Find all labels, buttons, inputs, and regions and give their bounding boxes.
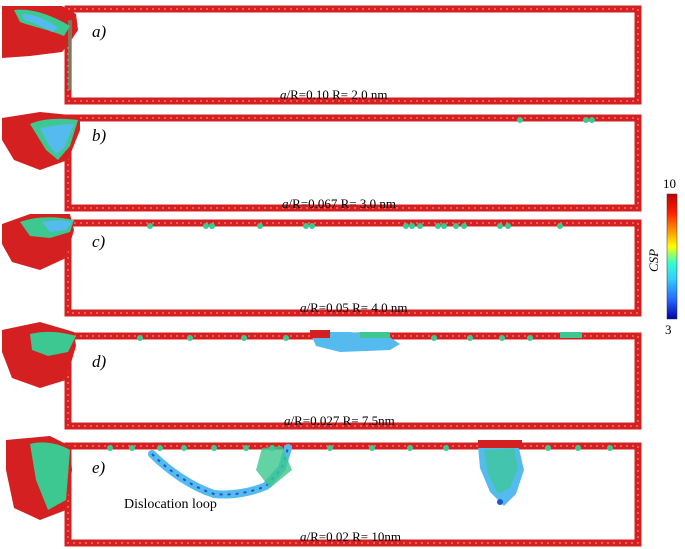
panel-caption-a: a/R=0.10 R= 2.0 nm xyxy=(280,87,388,102)
panel-tag-b: b) xyxy=(92,126,107,145)
panel-caption-e: a/R=0.02 R= 10nm xyxy=(300,529,401,544)
colorbar-min-label: 3 xyxy=(665,322,672,337)
panel-tag-a: a) xyxy=(92,22,107,41)
colorbar-max-label: 10 xyxy=(663,176,676,191)
panel-c xyxy=(2,214,642,317)
panel-a xyxy=(2,5,642,105)
indenter-region-d xyxy=(2,322,76,388)
panel-b xyxy=(2,112,642,212)
dislocation-loop-label: Dislocation loop xyxy=(124,497,217,512)
colorbar xyxy=(666,193,678,320)
panel-d xyxy=(2,322,642,430)
panel-caption-d: a/R=0.027 R= 7.5nm xyxy=(284,413,395,428)
panel-e xyxy=(6,436,642,547)
panel-caption-c: a/R=0.05 R= 4.0 nm xyxy=(300,300,408,315)
panel-tag-d: d) xyxy=(92,352,107,371)
panel-caption-b: a/R=0.067 R= 3.0 nm xyxy=(282,196,396,211)
panel-tag-e: e) xyxy=(92,458,106,477)
colorbar-title: CSP xyxy=(646,248,661,272)
panel-tag-c: c) xyxy=(92,232,106,251)
